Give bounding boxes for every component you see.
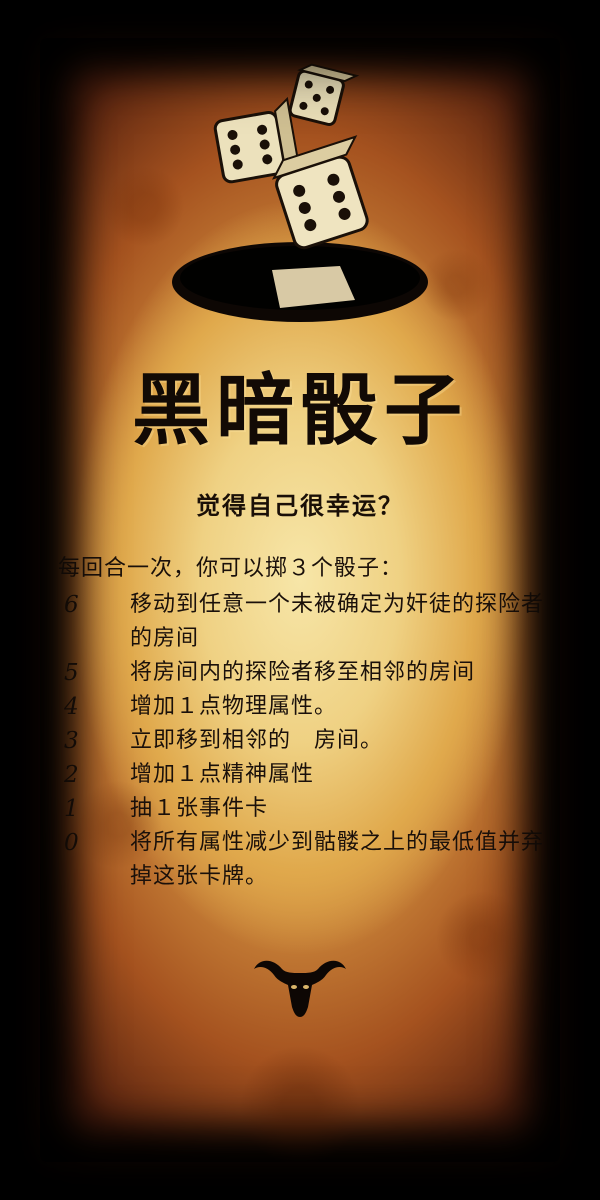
rule-effect: 抽１张事件卡 (130, 796, 269, 821)
rule-effect: 增加１点精神属性 (130, 762, 315, 787)
rule-row-4: 4 增加１点物理属性。 (58, 690, 558, 724)
rule-row-0: 0 将所有属性减少到骷髅之上的最低值并弃掉这张卡牌。 (58, 826, 558, 894)
rule-roll: 5 (64, 660, 80, 686)
rule-row-5: 5 将房间内的探险者移至相邻的房间 (58, 656, 558, 690)
rule-row-6: 6 移动到任意一个未被确定为奸徒的探险者的房间 (58, 588, 558, 656)
card-subtitle: 觉得自己很幸运？ (196, 491, 404, 520)
rule-roll: 0 (64, 830, 80, 856)
rule-row-3: 3 立即移到相邻的 房间。 (58, 724, 558, 758)
rule-roll: 3 (64, 728, 80, 754)
rule-row-1: 1 抽１张事件卡 (58, 792, 558, 826)
rule-effect: 将房间内的探险者移至相邻的房间 (130, 660, 476, 685)
rules-block: 每回合一次，你可以掷３个骰子： 6 移动到任意一个未被确定为奸徒的探险者的房间 … (58, 552, 558, 894)
rule-roll: 4 (64, 694, 80, 720)
rule-effect: 移动到任意一个未被确定为奸徒的探险者的房间 (130, 592, 545, 651)
rule-roll: 6 (64, 592, 80, 618)
rule-effect: 增加１点物理属性。 (130, 694, 338, 719)
bull-skull-icon (254, 960, 346, 1017)
rules-intro: 每回合一次，你可以掷３个骰子： (58, 556, 404, 581)
card-title: 黑暗骰子 (131, 366, 468, 456)
rule-effect: 将所有属性减少到骷髅之上的最低值并弃掉这张卡牌。 (130, 830, 545, 889)
rule-row-2: 2 增加１点精神属性 (58, 758, 558, 792)
dice-over-hole-icon (172, 63, 428, 322)
rule-roll: 2 (64, 762, 80, 788)
rule-effect: 立即移到相邻的 房间。 (130, 728, 384, 753)
rule-roll: 1 (64, 796, 80, 822)
